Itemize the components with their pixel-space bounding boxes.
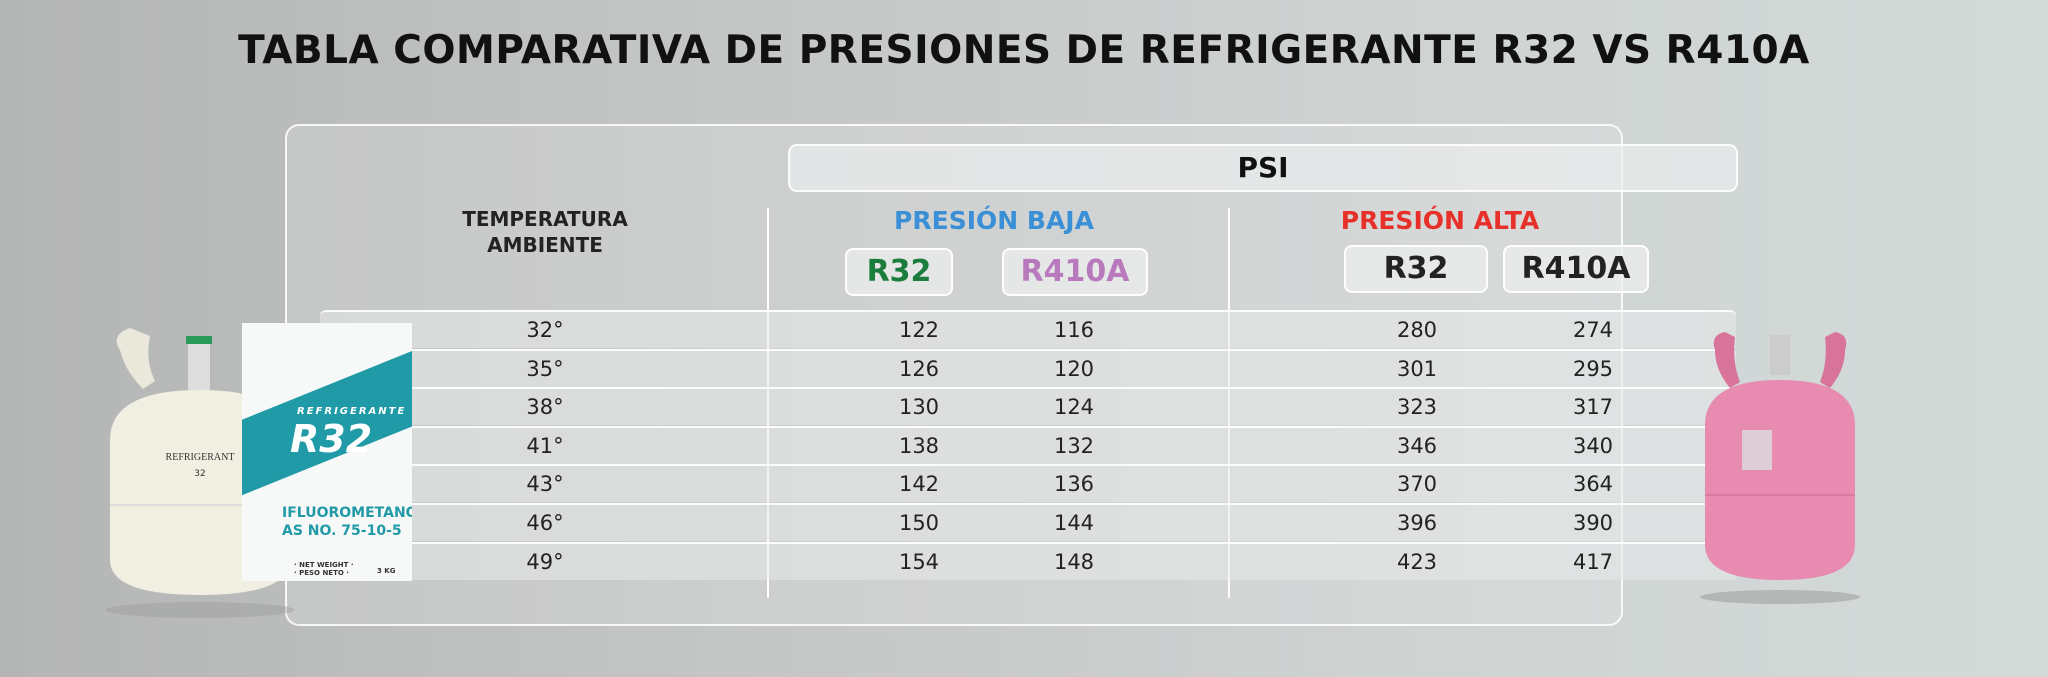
cell-low-r32: 138 xyxy=(898,433,940,458)
box-line: · NET WEIGHT · xyxy=(294,561,354,569)
cell-high-r410a: 417 xyxy=(1572,549,1614,574)
cell-temp: 38° xyxy=(526,395,564,420)
cell-low-r32: 150 xyxy=(898,511,940,535)
high-r32-header: R32 xyxy=(1344,245,1488,293)
table-row: 35° 126 120 301 295 xyxy=(320,348,1736,387)
low-r410a-header: R410A xyxy=(1002,248,1148,296)
cell-low-r410a: 124 xyxy=(1053,395,1095,420)
cell-high-r410a: 295 xyxy=(1572,356,1614,381)
cell-high-r32: 396 xyxy=(1396,511,1438,535)
cell-low-r410a: 120 xyxy=(1053,356,1095,381)
cell-temp: 32° xyxy=(526,318,564,342)
cell-temp: 43° xyxy=(526,472,564,497)
cell-high-r32: 423 xyxy=(1396,549,1438,574)
table-row: 49° 154 148 423 417 xyxy=(320,541,1736,580)
cell-low-r32: 126 xyxy=(898,356,940,381)
cell-low-r32: 122 xyxy=(898,318,940,342)
temperature-header-line: AMBIENTE xyxy=(487,233,603,257)
cell-high-r32: 280 xyxy=(1396,318,1438,342)
high-r410a-header: R410A xyxy=(1503,245,1649,293)
table-row: 43° 142 136 370 364 xyxy=(320,464,1736,503)
cell-low-r410a: 136 xyxy=(1053,472,1095,497)
cell-low-r32: 130 xyxy=(898,395,940,420)
cell-high-r32: 370 xyxy=(1396,472,1438,497)
cell-high-r410a: 274 xyxy=(1572,318,1614,342)
high-pressure-header: PRESIÓN ALTA xyxy=(1340,206,1540,235)
cell-temp: 41° xyxy=(526,433,564,458)
unit-header: PSI xyxy=(788,144,1738,192)
table-row: 38° 130 124 323 317 xyxy=(320,387,1736,426)
cell-high-r32: 301 xyxy=(1396,356,1438,381)
cell-low-r410a: 144 xyxy=(1053,511,1095,535)
svg-text:REFRIGERANT: REFRIGERANT xyxy=(166,452,235,463)
box-brand: REFRIGERANTE xyxy=(297,406,407,417)
cell-high-r410a: 390 xyxy=(1572,511,1614,535)
r410a-cylinder-image xyxy=(1700,332,1860,604)
low-pressure-header: PRESIÓN BAJA xyxy=(894,206,1094,235)
box-line: AS NO. 75-10-5 xyxy=(282,523,402,539)
table-row: 41° 138 132 346 340 xyxy=(320,425,1736,464)
temperature-header: TEMPERATURA AMBIENTE xyxy=(395,206,695,258)
low-r32-header: R32 xyxy=(845,248,953,296)
box-line: IFLUOROMETANO xyxy=(282,505,412,521)
svg-text:32: 32 xyxy=(194,469,205,479)
cell-low-r32: 154 xyxy=(898,549,940,574)
cell-high-r32: 346 xyxy=(1396,433,1438,458)
cell-high-r410a: 364 xyxy=(1572,472,1614,497)
cell-temp: 35° xyxy=(526,356,564,381)
box-line: · PESO NETO · xyxy=(294,569,349,577)
cell-low-r410a: 148 xyxy=(1053,549,1095,574)
cell-high-r410a: 340 xyxy=(1572,433,1614,458)
cell-temp: 46° xyxy=(526,511,564,535)
table-row: 46° 150 144 396 390 xyxy=(320,503,1736,541)
box-product: R32 xyxy=(290,417,373,461)
cell-low-r410a: 132 xyxy=(1053,433,1095,458)
cell-high-r32: 323 xyxy=(1396,395,1438,420)
r32-box-image: REFRIGERANTE R32 IFLUOROMETANO AS NO. 75… xyxy=(242,323,412,581)
cell-low-r410a: 116 xyxy=(1053,318,1095,342)
table-row: 32° 122 116 280 274 xyxy=(320,310,1736,348)
box-line: 3 KG xyxy=(377,567,396,575)
temperature-header-line: TEMPERATURA xyxy=(462,207,628,231)
cell-temp: 49° xyxy=(526,549,564,574)
cell-high-r410a: 317 xyxy=(1572,395,1614,420)
page-title: TABLA COMPARATIVA DE PRESIONES DE REFRIG… xyxy=(238,28,1810,73)
cell-low-r32: 142 xyxy=(898,472,940,497)
